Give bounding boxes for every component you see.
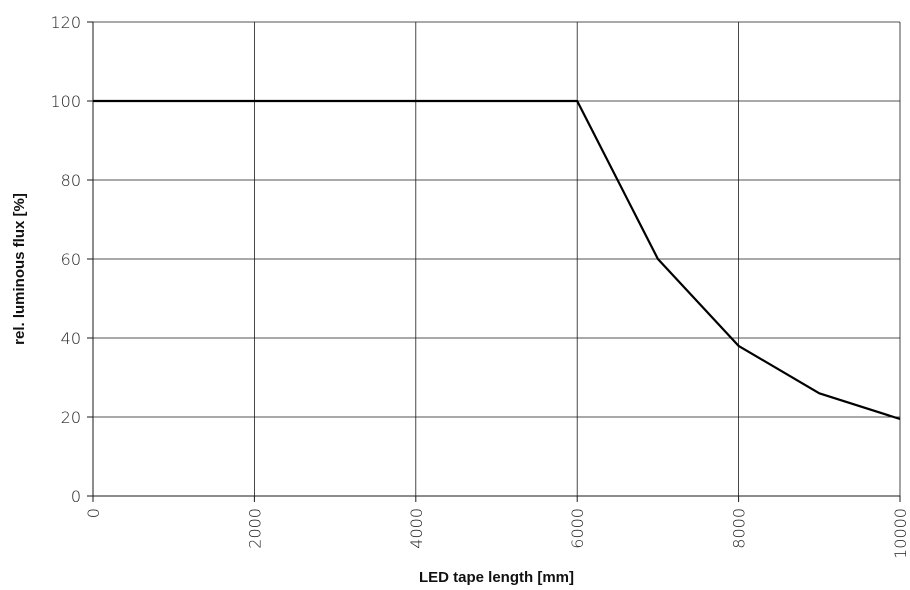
x-axis-title: LED tape length [mm] [419,569,574,586]
x-tick-label: 2000 [245,508,264,549]
series-layer [93,99,901,421]
x-tick-label: 4000 [407,508,426,549]
tick-labels: 0 20 40 60 80 100 120 0 2000 4000 6000 8000 10000 [50,13,910,559]
y-tick-label: 120 [50,13,81,32]
y-tick-label: 0 [71,487,81,506]
y-tick-label: 20 [61,408,81,427]
grid [93,21,901,496]
x-tick-label: 6000 [568,508,587,549]
series-line [93,99,901,421]
y-tick-label: 40 [61,329,81,348]
y-tick-label: 100 [50,92,81,111]
x-tick-label: 8000 [730,508,749,549]
y-tick-label: 60 [61,250,81,269]
y-tick-label: 80 [61,171,81,190]
x-tick-label: 0 [84,508,103,518]
x-tick-label: 10000 [891,508,910,559]
y-axis-title: rel. luminous flux [%] [11,193,28,345]
axes [87,21,901,502]
